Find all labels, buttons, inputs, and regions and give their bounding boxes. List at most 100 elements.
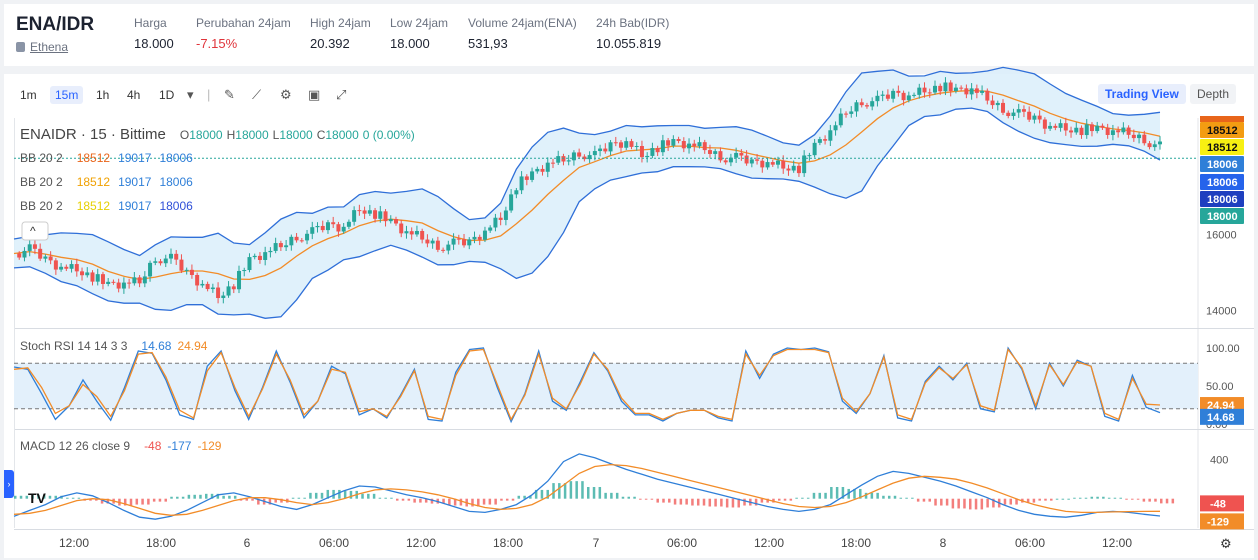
view-tab-0[interactable]: Trading View xyxy=(1098,84,1186,104)
collapse-legend-button[interactable] xyxy=(21,221,49,241)
macd-hist-bar xyxy=(1044,498,1047,501)
macd-hist-bar xyxy=(615,492,619,499)
settings-icon[interactable]: ⚙ xyxy=(1220,536,1232,551)
candle-body xyxy=(969,88,974,95)
macd-hist-bar xyxy=(575,481,578,499)
price-tag-bg xyxy=(1200,191,1244,207)
candle-body xyxy=(231,286,236,290)
candle-body xyxy=(27,244,32,251)
interval-15m[interactable]: 15m xyxy=(50,86,84,104)
macd-hist-bar xyxy=(216,493,220,499)
stat-1: Perubahan 24jam -7.15% xyxy=(196,16,291,51)
macd-hist-bar xyxy=(621,496,625,499)
candle-body xyxy=(697,142,702,147)
macd-hist-bar xyxy=(708,498,712,507)
candle-body xyxy=(566,160,571,162)
candle-body xyxy=(373,210,378,219)
interval-1h[interactable]: 1h xyxy=(96,88,110,102)
candle-body xyxy=(666,140,671,146)
macd-hist-bar xyxy=(1009,498,1013,505)
candle-body xyxy=(587,155,592,160)
indicator-name: BB 20 2 xyxy=(20,199,63,213)
stat-5: 24h Bab(IDR) 10.055.819 xyxy=(596,16,669,51)
macd-hist-bar xyxy=(176,496,179,499)
candle-body xyxy=(1011,112,1016,117)
view-tab-1[interactable]: Depth xyxy=(1190,84,1237,104)
candle-body xyxy=(1142,134,1147,144)
candle-body xyxy=(64,266,69,269)
candle-body xyxy=(776,160,780,165)
bb-legend-1: BB 20 2 18512 19017 18006 xyxy=(20,175,193,189)
candle-body xyxy=(38,248,43,259)
candle-body xyxy=(1147,143,1152,148)
candle-body xyxy=(132,277,137,284)
bollinger-lower-band xyxy=(13,107,1161,319)
candle-body xyxy=(608,142,613,152)
candle-body xyxy=(320,225,325,231)
price-tag-label: 18006 xyxy=(1207,159,1238,171)
price-tag-bg xyxy=(1200,208,1244,224)
pencil-icon[interactable]: ✎ xyxy=(224,87,235,102)
interval-1D[interactable]: 1D xyxy=(159,88,175,102)
line-chart-icon[interactable]: ⟋ xyxy=(252,87,262,102)
macd-hist-bar xyxy=(448,498,451,506)
macd-hist-bar xyxy=(251,498,254,501)
macd-hist-bar xyxy=(205,493,208,499)
coin-name-link[interactable]: Ethena xyxy=(30,40,69,54)
coin-icon xyxy=(16,42,25,52)
macd-signal-value: -129 xyxy=(197,439,222,453)
macd-hist-bar xyxy=(430,498,434,504)
macd-hist-bar xyxy=(905,497,908,499)
candle-body xyxy=(932,85,937,93)
stoch-legend: Stoch RSI 14 14 3 3 14.68 24.94 xyxy=(20,339,207,353)
macd-hist-bar xyxy=(569,481,573,499)
macd-hist-bar xyxy=(517,495,521,499)
macd-hist-bar xyxy=(691,498,694,506)
interval-dropdown-icon[interactable]: ▾ xyxy=(187,87,194,102)
interval-4h[interactable]: 4h xyxy=(127,88,141,102)
macd-hist-tag: -48 xyxy=(1210,498,1226,510)
gear-icon[interactable]: ⚙ xyxy=(280,87,292,102)
candle-body xyxy=(430,240,435,244)
macd-hist-bar xyxy=(1061,498,1065,500)
price-tick-label: 16000 xyxy=(1206,229,1237,241)
candle-body xyxy=(435,240,440,250)
candle-body xyxy=(80,271,85,276)
interval-1m[interactable]: 1m xyxy=(20,88,37,102)
candle-body xyxy=(189,269,194,275)
expand-sidebar-button[interactable]: › xyxy=(4,470,14,498)
candle-body xyxy=(242,270,247,272)
candle-body xyxy=(205,283,210,290)
macd-hist-bar xyxy=(598,487,602,499)
macd-hist-bar xyxy=(500,498,503,501)
macd-hist-bar xyxy=(303,497,306,499)
macd-hist-bar xyxy=(818,492,822,499)
macd-hist-bar xyxy=(604,492,607,499)
save-icon[interactable]: ▣ xyxy=(308,87,321,102)
candle-body xyxy=(216,287,221,299)
macd-hist-bar xyxy=(696,498,700,506)
candle-body xyxy=(153,261,158,263)
candle-body xyxy=(1089,124,1094,132)
macd-hist-bar xyxy=(268,498,272,505)
macd-hist-bar xyxy=(702,498,706,506)
candle-body xyxy=(561,156,566,162)
macd-hist-bar xyxy=(511,498,515,501)
macd-hist-bar xyxy=(778,498,781,501)
macd-hist-bar xyxy=(870,492,874,499)
macd-hist-bar xyxy=(1067,498,1070,500)
macd-hist-bar xyxy=(1090,496,1094,499)
macd-hist-bar xyxy=(25,495,29,499)
macd-hist-bar xyxy=(928,498,931,502)
macd-hist-bar xyxy=(291,497,295,499)
candle-body xyxy=(755,159,760,161)
fullscreen-icon[interactable]: ⤢ xyxy=(336,87,347,102)
candle-body xyxy=(69,264,74,269)
collapse-icon: ^ xyxy=(30,224,36,238)
candle-body xyxy=(456,238,461,240)
candle-body xyxy=(796,165,801,174)
macd-hist-bar xyxy=(754,498,758,506)
candle-body xyxy=(226,286,231,296)
candle-body xyxy=(802,155,807,174)
